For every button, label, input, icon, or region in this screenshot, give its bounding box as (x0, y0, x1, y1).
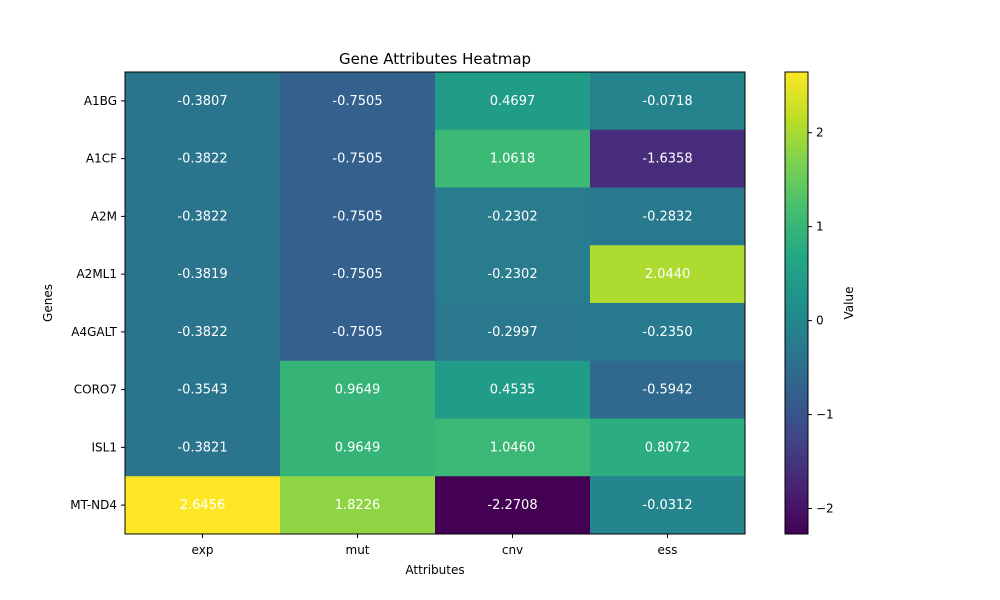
y-tick-label: A2M (91, 209, 117, 223)
heatmap-cell (590, 72, 746, 131)
cell-value-label: -0.2997 (487, 325, 537, 340)
heatmap-cell (435, 303, 591, 362)
y-tick-label: CORO7 (74, 383, 117, 397)
heatmap-cell (125, 72, 281, 131)
cell-value-label: 1.0460 (490, 440, 536, 455)
heatmap-cell (590, 245, 746, 304)
heatmap-cell (125, 187, 281, 246)
cell-value-label: 0.4535 (490, 383, 536, 398)
heatmap-cell (280, 187, 436, 246)
cell-value-label: -0.3821 (177, 440, 227, 455)
x-axis-ticks: exp mut cnv ess (192, 534, 678, 557)
y-tick-label: A1BG (84, 94, 117, 108)
cell-value-label: -0.5942 (642, 383, 692, 398)
heatmap-cell (435, 418, 591, 477)
cell-value-label: -0.7505 (332, 267, 382, 282)
heatmap-cell (280, 360, 436, 419)
heatmap-cell (590, 187, 746, 246)
heatmap-cell (125, 360, 281, 419)
colorbar-tick-label: 1 (816, 220, 824, 234)
heatmap-cell (590, 303, 746, 362)
x-axis-label: Attributes (405, 563, 464, 577)
cell-value-label: -0.0312 (642, 498, 692, 513)
cell-value-label: -0.7505 (332, 325, 382, 340)
colorbar-tick-label: −1 (816, 408, 834, 422)
heatmap-cell (280, 418, 436, 477)
colorbar-tick-label: −2 (816, 502, 834, 516)
heatmap-cell (590, 418, 746, 477)
heatmap-cell (125, 476, 281, 535)
heatmap-cell (280, 245, 436, 304)
cell-value-label: -0.2832 (642, 209, 692, 224)
cell-value-label: 0.8072 (645, 440, 691, 455)
colorbar (784, 71, 809, 535)
heatmap-cell (125, 129, 281, 188)
cell-value-label: -1.6358 (642, 152, 692, 167)
y-axis-ticks: A1BG A1CF A2M A2ML1 A4GALT CORO7 ISL1 MT-ND4 (70, 94, 125, 512)
cell-value-label: 0.4697 (490, 94, 536, 109)
heatmap-cells (125, 72, 746, 535)
heatmap-cell (280, 129, 436, 188)
heatmap-cell (435, 72, 591, 131)
x-tick-label: mut (346, 543, 370, 557)
y-axis-label: Genes (41, 284, 55, 322)
heatmap-cell (125, 418, 281, 477)
cell-value-label: -0.7505 (332, 209, 382, 224)
chart-title: Gene Attributes Heatmap (339, 50, 531, 68)
y-tick-label: A4GALT (71, 325, 117, 339)
heatmap-cell (435, 476, 591, 535)
cell-value-label: -0.3822 (177, 325, 227, 340)
cell-value-label: -0.2302 (487, 267, 537, 282)
cell-value-label: -0.2350 (642, 325, 692, 340)
cell-value-label: -0.3807 (177, 94, 227, 109)
heatmap-cell (280, 72, 436, 131)
y-tick-label: MT-ND4 (70, 498, 117, 512)
y-tick-label: A1CF (86, 152, 117, 166)
heatmap-cell-labels: -0.3807 -0.7505 0.4697 -0.0718 -0.3822 -0.750… (177, 94, 692, 513)
colorbar-tick-label: 0 (816, 314, 824, 328)
cell-value-label: 2.6456 (180, 498, 226, 513)
cell-value-label: 1.0618 (490, 152, 536, 167)
heatmap-cell (590, 360, 746, 419)
x-tick-label: exp (192, 543, 214, 557)
cell-value-label: -2.2708 (487, 498, 537, 513)
heatmap-cell (435, 129, 591, 188)
heatmap-cell (280, 476, 436, 535)
cell-value-label: -0.7505 (332, 152, 382, 167)
cell-value-label: -0.3543 (177, 383, 227, 398)
plot-frame (124, 71, 746, 535)
heatmap-cell (435, 187, 591, 246)
y-tick-label: ISL1 (92, 440, 117, 454)
colorbar-label: Value (842, 287, 856, 320)
cell-value-label: -0.3822 (177, 152, 227, 167)
heatmap-cell (125, 245, 281, 304)
heatmap-cell (590, 129, 746, 188)
x-tick-label: cnv (502, 543, 523, 557)
heatmap-cell (590, 476, 746, 535)
colorbar-ticks: −2 −1 0 1 2 (808, 126, 834, 516)
heatmap-cell (435, 245, 591, 304)
y-tick-label: A2ML1 (76, 267, 117, 281)
heatmap-cell (125, 303, 281, 362)
x-tick-label: ess (658, 543, 678, 557)
heatmap-cell (280, 303, 436, 362)
colorbar-tick-label: 2 (816, 126, 824, 140)
cell-value-label: -0.2302 (487, 209, 537, 224)
cell-value-label: -0.7505 (332, 94, 382, 109)
heatmap-cell (435, 360, 591, 419)
cell-value-label: 0.9649 (335, 440, 381, 455)
cell-value-label: 2.0440 (645, 267, 691, 282)
cell-value-label: -0.3822 (177, 209, 227, 224)
cell-value-label: -0.0718 (642, 94, 692, 109)
cell-value-label: 1.8226 (335, 498, 381, 513)
cell-value-label: -0.3819 (177, 267, 227, 282)
cell-value-label: 0.9649 (335, 383, 381, 398)
